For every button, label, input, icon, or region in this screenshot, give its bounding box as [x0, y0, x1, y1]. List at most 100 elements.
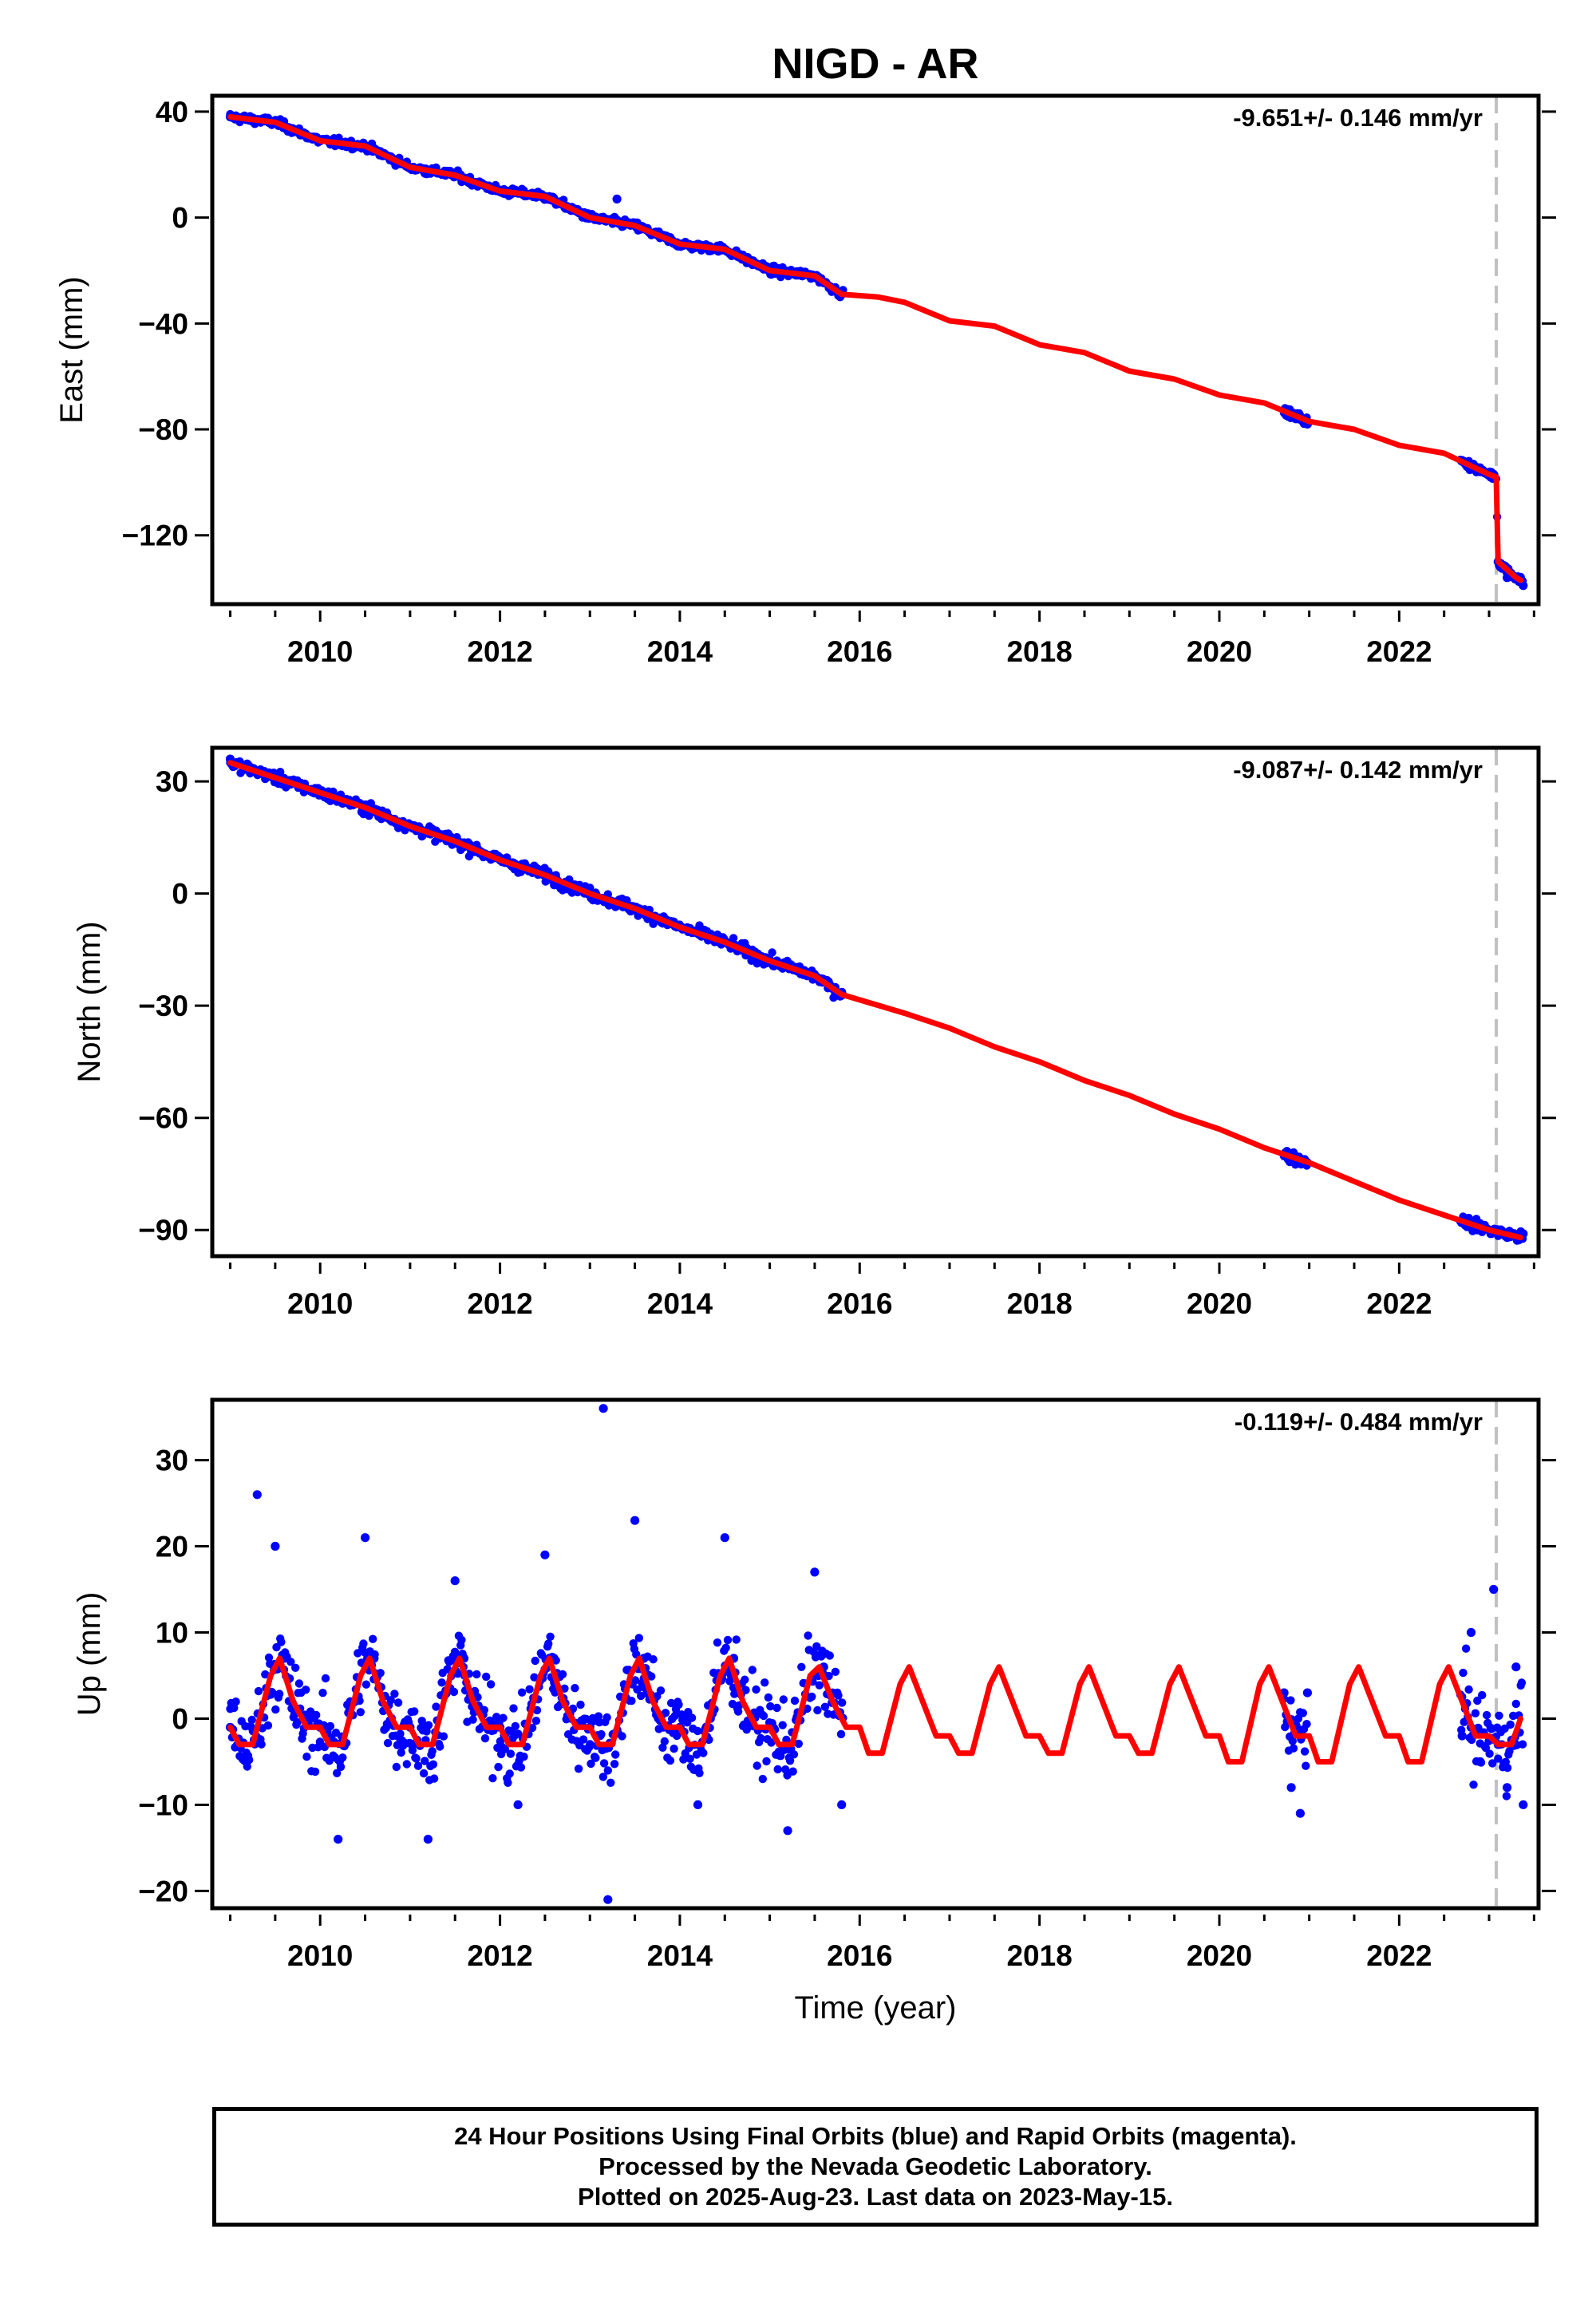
data-point — [634, 1634, 643, 1642]
figure-title: NIGD - AR — [772, 40, 979, 88]
x-tick-label: 2022 — [1366, 635, 1432, 668]
plot-frame-east — [210, 93, 1541, 607]
data-point — [243, 1762, 251, 1771]
data-point — [660, 1737, 669, 1746]
data-point — [383, 1738, 393, 1748]
x-tick-label: 2022 — [1366, 1939, 1432, 1972]
y-tick-label: 0 — [172, 1702, 188, 1735]
data-point — [312, 1710, 321, 1720]
data-point — [457, 1635, 466, 1645]
data-point — [693, 1726, 702, 1736]
data-point — [410, 1707, 419, 1716]
y-tick-label: 30 — [156, 1445, 188, 1477]
x-tick-label: 2018 — [1006, 635, 1072, 668]
data-point — [318, 1689, 327, 1697]
data-point — [276, 768, 285, 777]
data-point — [1286, 1696, 1295, 1705]
plot-frame-north — [210, 745, 1541, 1259]
data-point — [586, 1740, 595, 1749]
data-point — [480, 1734, 490, 1743]
data-point — [670, 1711, 679, 1721]
model-curve-east — [227, 114, 1523, 583]
data-point — [820, 1702, 830, 1711]
data-point — [836, 1729, 846, 1739]
data-point — [812, 1642, 821, 1651]
data-point — [1485, 1749, 1494, 1758]
data-point — [286, 1658, 295, 1666]
data-point — [618, 1732, 626, 1741]
chart-panels: 2010 2012 2014 2016 2018 2020 2022400−40−80−12… — [54, 93, 1556, 2026]
data-point — [773, 1765, 782, 1774]
data-point — [417, 1717, 426, 1725]
data-point — [423, 1835, 433, 1844]
data-point — [1300, 1747, 1310, 1756]
data-point — [804, 1631, 812, 1640]
data-point — [732, 1635, 741, 1644]
data-point — [482, 1672, 491, 1682]
data-point — [390, 1690, 399, 1698]
data-point — [797, 1662, 806, 1671]
x-tick-label: 2020 — [1187, 1939, 1252, 1972]
data-point — [494, 1762, 503, 1772]
x-tick-label: 2012 — [467, 635, 532, 668]
data-point — [794, 1739, 803, 1749]
data-point — [546, 1632, 555, 1641]
plot-area-up — [225, 1400, 1528, 1908]
data-point — [1461, 1644, 1471, 1653]
data-point — [838, 1698, 847, 1707]
data-point — [656, 1686, 666, 1695]
rate-label: -9.651+/- 0.146 mm/yr — [1233, 104, 1483, 132]
data-point — [759, 1711, 768, 1721]
data-point — [517, 1688, 527, 1697]
data-point — [591, 1753, 600, 1762]
data-point — [1302, 1720, 1311, 1729]
footer-line-orbits: 24 Hour Positions Using Final Orbits (bl… — [454, 2122, 1297, 2150]
data-point — [1511, 1662, 1521, 1672]
data-point — [333, 1769, 342, 1777]
data-point — [603, 1895, 613, 1904]
y-tick-label: −80 — [138, 413, 188, 446]
data-point — [402, 1760, 411, 1769]
data-point — [334, 1835, 343, 1844]
data-point — [436, 1742, 444, 1751]
data-point — [532, 1705, 542, 1715]
data-point — [1495, 1711, 1503, 1720]
data-point — [760, 1678, 769, 1687]
data-point — [721, 1643, 730, 1652]
data-point — [302, 1686, 310, 1694]
data-point — [602, 1713, 611, 1722]
data-point — [1518, 1740, 1527, 1749]
data-point — [450, 1576, 460, 1586]
data-point — [516, 1763, 526, 1772]
data-point — [670, 1745, 678, 1753]
data-point — [1503, 1783, 1512, 1792]
data-point — [393, 1698, 403, 1707]
data-point — [610, 1760, 619, 1769]
y-tick-label: 20 — [156, 1531, 188, 1563]
panel-up: 2010 2012 2014 2016 2018 2020 20223020100−10−2… — [72, 1397, 1556, 2026]
data-point — [757, 1733, 765, 1743]
plot-frame-up — [210, 1397, 1541, 1911]
data-point — [779, 1695, 788, 1704]
x-tick-label: 2020 — [1187, 1287, 1252, 1320]
data-point — [693, 1800, 703, 1809]
data-point — [666, 1698, 676, 1708]
data-point — [412, 1754, 421, 1763]
data-point — [606, 1778, 615, 1787]
plot-area-east — [225, 96, 1528, 604]
data-point — [1471, 1709, 1480, 1717]
data-point — [661, 1709, 670, 1717]
y-axis-label: Up (mm) — [72, 1592, 107, 1717]
data-point — [527, 1723, 537, 1733]
data-point — [1506, 1720, 1515, 1729]
data-point — [762, 1757, 771, 1766]
data-point — [752, 1685, 760, 1694]
data-point — [1473, 1696, 1482, 1705]
data-point — [753, 1761, 761, 1770]
data-point — [356, 1708, 365, 1717]
data-point — [803, 1704, 812, 1713]
data-point — [666, 1756, 675, 1765]
x-tick-label: 2022 — [1366, 1287, 1432, 1320]
data-point — [450, 1647, 460, 1656]
data-point — [355, 1696, 364, 1705]
